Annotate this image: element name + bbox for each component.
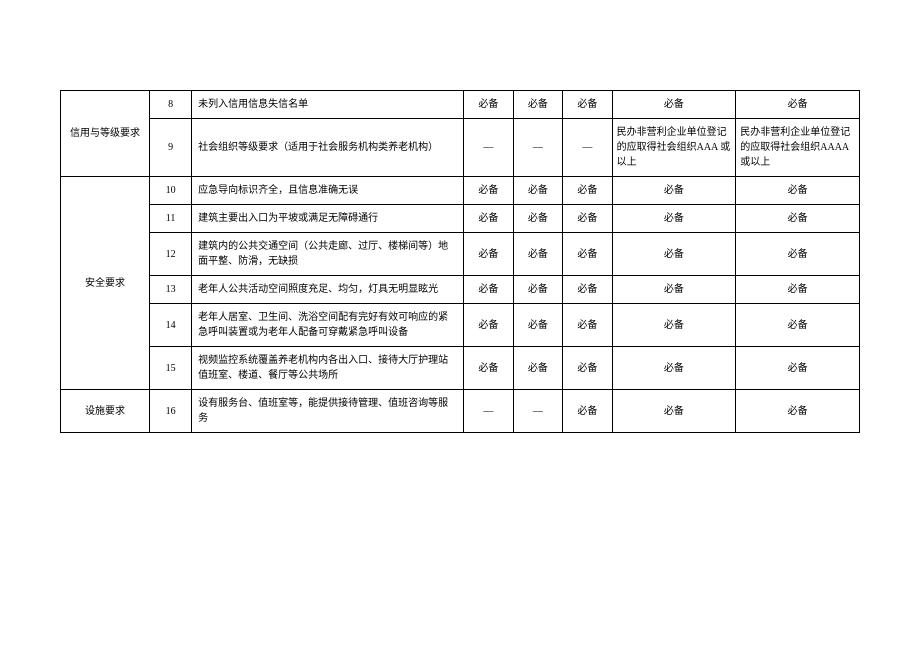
cell: 必备 [464,304,513,347]
cell: 必备 [563,304,612,347]
table-row: 11 建筑主要出入口为平坡或满足无障碍通行 必备 必备 必备 必备 必备 [61,205,860,233]
row-number: 16 [150,390,192,433]
table-row: 安全要求 10 应急导向标识齐全，且信息准确无误 必备 必备 必备 必备 必备 [61,177,860,205]
cell: 必备 [513,347,562,390]
cell: 必备 [612,390,736,433]
row-desc: 视频监控系统覆盖养老机构内各出入口、接待大厅护理站值班室、楼道、餐厅等公共场所 [192,347,464,390]
cell: 必备 [612,304,736,347]
cell: — [464,119,513,177]
cell: 必备 [736,177,860,205]
cell: 必备 [563,233,612,276]
row-number: 12 [150,233,192,276]
cell: 必备 [464,347,513,390]
cell: 必备 [563,177,612,205]
row-desc: 建筑内的公共交通空间（公共走廊、过厅、楼梯间等）地面平整、防滑，无缺损 [192,233,464,276]
cell: 必备 [736,91,860,119]
cell: 必备 [612,177,736,205]
cell: 必备 [736,276,860,304]
row-desc: 老年人居室、卫生间、洗浴空间配有完好有效可响应的紧急呼叫装置或为老年人配备可穿戴… [192,304,464,347]
table-row: 信用与等级要求 8 未列入信用信息失信名单 必备 必备 必备 必备 必备 [61,91,860,119]
row-desc: 未列入信用信息失信名单 [192,91,464,119]
row-desc: 设有服务台、值班室等，能提供接待管理、值班咨询等服务 [192,390,464,433]
cell: — [464,390,513,433]
row-desc: 应急导向标识齐全，且信息准确无误 [192,177,464,205]
table-row: 13 老年人公共活动空间照度充足、均匀，灯具无明显眩光 必备 必备 必备 必备 … [61,276,860,304]
category-cell: 设施要求 [61,390,150,433]
cell: 民办非营利企业单位登记的应取得社会组织AAAA 或以上 [736,119,860,177]
cell: — [563,119,612,177]
cell: 必备 [736,233,860,276]
cell: 必备 [736,347,860,390]
row-desc: 老年人公共活动空间照度充足、均匀，灯具无明显眩光 [192,276,464,304]
cell: 必备 [612,276,736,304]
row-number: 10 [150,177,192,205]
table-row: 12 建筑内的公共交通空间（公共走廊、过厅、楼梯间等）地面平整、防滑，无缺损 必… [61,233,860,276]
cell: 必备 [513,91,562,119]
row-desc: 建筑主要出入口为平坡或满足无障碍通行 [192,205,464,233]
row-desc: 社会组织等级要求（适用于社会服务机构类养老机构） [192,119,464,177]
cell: 必备 [612,347,736,390]
row-number: 14 [150,304,192,347]
cell: 必备 [513,304,562,347]
category-cell: 信用与等级要求 [61,91,150,177]
cell: 必备 [563,205,612,233]
cell: 必备 [736,390,860,433]
table-row: 设施要求 16 设有服务台、值班室等，能提供接待管理、值班咨询等服务 — — 必… [61,390,860,433]
cell: 必备 [612,233,736,276]
cell: — [513,390,562,433]
cell: 必备 [563,390,612,433]
cell: 必备 [513,205,562,233]
table-row: 15 视频监控系统覆盖养老机构内各出入口、接待大厅护理站值班室、楼道、餐厅等公共… [61,347,860,390]
cell: 必备 [736,304,860,347]
requirements-table: 信用与等级要求 8 未列入信用信息失信名单 必备 必备 必备 必备 必备 9 社… [60,90,860,433]
cell: 必备 [464,233,513,276]
cell: 必备 [612,205,736,233]
table-row: 9 社会组织等级要求（适用于社会服务机构类养老机构） — — — 民办非营利企业… [61,119,860,177]
cell: 必备 [464,205,513,233]
row-number: 8 [150,91,192,119]
cell: 必备 [513,233,562,276]
cell: 必备 [464,91,513,119]
cell: 必备 [736,205,860,233]
cell: 必备 [563,347,612,390]
cell: 必备 [513,177,562,205]
cell: 必备 [513,276,562,304]
cell: 必备 [464,276,513,304]
cell: — [513,119,562,177]
table-row: 14 老年人居室、卫生间、洗浴空间配有完好有效可响应的紧急呼叫装置或为老年人配备… [61,304,860,347]
cell: 必备 [563,276,612,304]
row-number: 13 [150,276,192,304]
cell: 必备 [464,177,513,205]
row-number: 9 [150,119,192,177]
cell: 民办非营利企业单位登记的应取得社会组织AAA 或以上 [612,119,736,177]
row-number: 15 [150,347,192,390]
cell: 必备 [612,91,736,119]
category-cell: 安全要求 [61,177,150,390]
row-number: 11 [150,205,192,233]
cell: 必备 [563,91,612,119]
